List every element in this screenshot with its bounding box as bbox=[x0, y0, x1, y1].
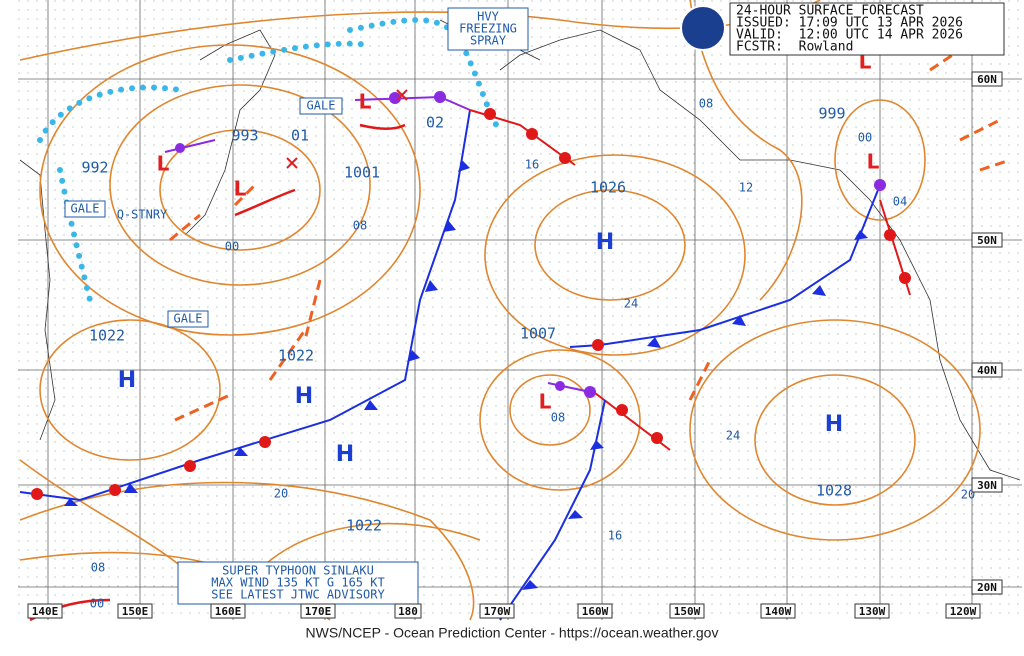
typhoon-advisory: MAX WIND 135 KT G 165 KT bbox=[211, 576, 384, 590]
quasi-stationary-label: Q-STNRY bbox=[117, 208, 168, 222]
pressure-label: 04 bbox=[893, 195, 907, 209]
warning-boxes: HVY FREEZING SPRAY GALE GALE GALE Q-STNR… bbox=[64, 7, 529, 605]
freezing-spray: SPRAY bbox=[470, 34, 507, 48]
header-valid: VALID: 12:00 UTC 14 APR 2026 bbox=[736, 28, 963, 43]
isobar-label: 00 bbox=[225, 240, 239, 254]
latitude-label: 30N bbox=[977, 479, 997, 492]
isobar-label: 00 bbox=[90, 597, 104, 611]
low: L bbox=[867, 150, 880, 174]
pressure-label: 1026 bbox=[590, 179, 626, 197]
isobar-label: 20 bbox=[274, 487, 288, 501]
typhoon-advisory: SEE LATEST JTWC ADVISORY bbox=[211, 588, 385, 602]
longitude-label: 140W bbox=[765, 605, 792, 618]
isobar-label: 08 bbox=[91, 561, 105, 575]
isobars bbox=[19, 0, 981, 621]
longitude-label: 150W bbox=[674, 605, 701, 618]
longitude-label: 150E bbox=[122, 605, 149, 618]
longitude-label: 160W bbox=[582, 605, 609, 618]
troughs bbox=[169, 48, 1011, 422]
header-forecaster: FCSTR: Rowland bbox=[736, 40, 853, 55]
isobar-labels: 08 12 16 24 00 08 24 20 16 20 08 00 bbox=[90, 97, 975, 611]
noaa-logo bbox=[680, 5, 726, 51]
pressure-labels: 992 993 01 1001 02 1026 999 00 04 1022 1… bbox=[81, 105, 907, 535]
longitude-label: 170E bbox=[305, 605, 332, 618]
pressure-label: 02 bbox=[426, 114, 444, 132]
fronts bbox=[19, 48, 1011, 622]
low-marks bbox=[286, 89, 408, 169]
gale-label: GALE bbox=[71, 202, 100, 216]
isobar-label: 16 bbox=[525, 158, 539, 172]
latitude-label: 50N bbox=[977, 234, 997, 247]
pressure-label: 1028 bbox=[816, 482, 852, 500]
pressure-label: 1001 bbox=[344, 164, 380, 182]
longitude-label: 120W bbox=[950, 605, 977, 618]
low: L bbox=[234, 177, 247, 201]
freezing-spray: HVY bbox=[477, 10, 499, 24]
gale-label: GALE bbox=[174, 312, 203, 326]
isobar-label: 24 bbox=[726, 429, 740, 443]
longitude-label: 160E bbox=[215, 605, 242, 618]
isobar-label: 08 bbox=[699, 97, 713, 111]
high: H bbox=[596, 230, 614, 255]
graticule bbox=[18, 0, 1022, 620]
pressure-label: 999 bbox=[818, 105, 845, 123]
isobar-label: 16 bbox=[608, 529, 622, 543]
header: 24-HOUR SURFACE FORECAST ISSUED: 17:09 U… bbox=[680, 2, 1005, 56]
freezing-spray: FREEZING bbox=[459, 22, 517, 36]
pressure-label: 08 bbox=[551, 411, 565, 425]
pressure-label: 992 bbox=[81, 159, 108, 177]
footer: NWS/NCEP - Ocean Prediction Center - htt… bbox=[306, 625, 719, 641]
longitude-label: 170W bbox=[484, 605, 511, 618]
isobar-label: 24 bbox=[624, 297, 638, 311]
pressure-label: 1022 bbox=[346, 517, 382, 535]
high: H bbox=[118, 368, 136, 393]
latitude-label: 20N bbox=[977, 581, 997, 594]
gale-label: GALE bbox=[307, 99, 336, 113]
header-issued: ISSUED: 17:09 UTC 13 APR 2026 bbox=[736, 16, 963, 31]
isobar-label: 12 bbox=[739, 181, 753, 195]
pressure-label: 01 bbox=[291, 127, 309, 145]
longitude-label: 180 bbox=[398, 605, 418, 618]
low: L bbox=[359, 90, 372, 114]
map-background bbox=[18, 0, 1022, 620]
low: L bbox=[539, 390, 552, 414]
high: H bbox=[825, 412, 843, 437]
longitude-label: 130W bbox=[859, 605, 886, 618]
pressure-label: 1022 bbox=[89, 327, 125, 345]
low: L bbox=[157, 152, 170, 176]
latitude-labels: 60N 50N 40N 30N 20N bbox=[971, 71, 1003, 595]
high: H bbox=[295, 384, 313, 409]
longitude-label: 140E bbox=[32, 605, 59, 618]
pressure-label: 1007 bbox=[520, 325, 556, 343]
latitude-label: 60N bbox=[977, 73, 997, 86]
pressure-label: 993 bbox=[231, 127, 258, 145]
latitude-label: 40N bbox=[977, 364, 997, 377]
isobar-label: 08 bbox=[353, 219, 367, 233]
header-title: 24-HOUR SURFACE FORECAST bbox=[736, 4, 924, 19]
pressure-label: 1022 bbox=[278, 347, 314, 365]
pressure-label: 00 bbox=[858, 131, 872, 145]
typhoon-advisory: SUPER TYPHOON SINLAKU bbox=[222, 564, 374, 578]
longitude-labels: 140E 150E 160E 170E 180 170W 160W 150W 1… bbox=[27, 603, 981, 619]
high: H bbox=[336, 442, 354, 467]
